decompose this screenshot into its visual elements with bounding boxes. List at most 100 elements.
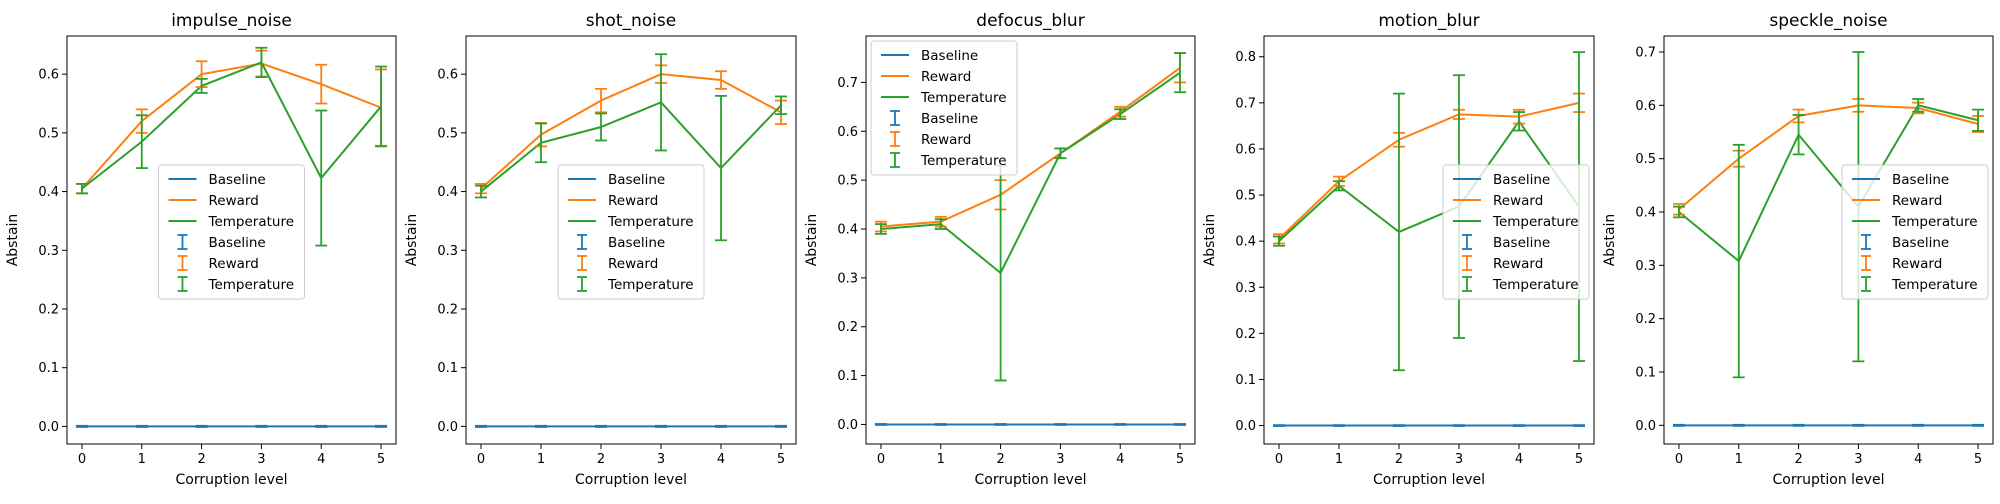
x-tick-label: 0 — [78, 452, 86, 467]
x-tick-label: 5 — [377, 452, 385, 467]
legend-label: Reward — [1493, 256, 1543, 272]
y-tick-label: 0.5 — [837, 174, 858, 189]
legend-box — [557, 164, 705, 300]
series-line-temperature — [1278, 119, 1580, 242]
y-tick-label: 0.1 — [1635, 366, 1656, 381]
legend-label: Baseline — [209, 172, 266, 188]
y-tick-label: 0.3 — [1235, 281, 1256, 296]
x-tick-label: 3 — [1056, 452, 1064, 467]
x-axis-label: Corruption level — [1373, 472, 1485, 488]
y-tick-label: 0.0 — [437, 420, 458, 435]
x-tick-label: 5 — [1575, 452, 1583, 467]
legend-label: Reward — [921, 69, 971, 85]
x-tick-label: 0 — [1275, 452, 1283, 467]
y-tick-label: 0.1 — [1235, 373, 1256, 388]
y-tick-label: 0.5 — [437, 126, 458, 141]
x-tick-label: 3 — [657, 452, 665, 467]
series-line-temperature — [880, 71, 1181, 275]
y-tick-label: 0.3 — [38, 244, 59, 259]
x-tick-label: 5 — [1176, 452, 1184, 467]
y-tick-label: 0.7 — [1235, 96, 1256, 111]
legend-label: Baseline — [608, 172, 665, 188]
legend-box — [870, 40, 1018, 176]
x-tick-label: 2 — [1794, 452, 1802, 467]
y-tick-label: 0.4 — [1235, 235, 1256, 250]
axes-frame — [1663, 35, 1994, 445]
y-tick-label: 0.3 — [437, 244, 458, 259]
legend-label: Reward — [209, 193, 259, 209]
series-line-temperature — [480, 101, 782, 193]
legend-label: Temperature — [920, 90, 1007, 106]
y-tick-label: 0.6 — [437, 68, 458, 83]
x-tick-label: 0 — [1675, 452, 1683, 467]
legend-label: Baseline — [209, 235, 266, 251]
legend-label: Baseline — [608, 235, 665, 251]
y-tick-label: 0.7 — [837, 76, 858, 91]
x-tick-label: 1 — [1735, 452, 1743, 467]
subplot-title: defocus_blur — [976, 11, 1084, 31]
legend: Baseline Reward Temperature Baseline Reward T… — [870, 40, 1018, 176]
x-tick-label: 0 — [477, 452, 485, 467]
y-axis-label: Abstain — [404, 214, 420, 267]
x-tick-label: 4 — [1515, 452, 1523, 467]
y-axis-label: Abstain — [804, 214, 820, 267]
y-tick-label: 0.3 — [837, 271, 858, 286]
legend-label: Temperature — [607, 277, 694, 293]
legend-label: Reward — [921, 132, 971, 148]
legend-label: Temperature — [1891, 214, 1978, 230]
y-tick-label: 0.4 — [837, 223, 858, 238]
y-tick-label: 0.2 — [437, 302, 458, 317]
subplot-defocus_blur: defocus_blur 0 1 2 3 4 5 0.0 0.1 0.2 0.3 0.4 0.5 0.6 0… — [804, 11, 1196, 488]
y-tick-label: 0.4 — [38, 185, 59, 200]
legend: Baseline Reward Temperature Baseline Reward T… — [158, 164, 305, 300]
legend-label: Reward — [608, 256, 658, 272]
legend-label: Temperature — [208, 277, 295, 293]
y-tick-label: 0.0 — [1635, 419, 1656, 434]
y-tick-label: 0.3 — [1635, 259, 1656, 274]
y-tick-label: 0.6 — [1235, 142, 1256, 157]
axes-frame — [865, 35, 1196, 445]
legend-label: Reward — [209, 256, 259, 272]
y-tick-label: 0.8 — [1235, 50, 1256, 65]
legend: Baseline Reward Temperature Baseline Reward T… — [557, 164, 705, 300]
y-tick-label: 0.2 — [837, 320, 858, 335]
x-tick-label: 4 — [1914, 452, 1922, 467]
y-tick-label: 0.5 — [38, 126, 59, 141]
x-tick-label: 3 — [257, 452, 265, 467]
axes-frame — [465, 35, 797, 445]
x-axis-label: Corruption level — [176, 472, 288, 488]
y-tick-label: 0.6 — [837, 125, 858, 140]
y-tick-label: 0.7 — [1635, 46, 1656, 61]
y-axis-label: Abstain — [1602, 214, 1618, 267]
subplot-impulse_noise: impulse_noise 0 1 2 3 4 5 0.0 0.1 0.2 0.3 0.4 0.5 0.6… — [5, 11, 397, 488]
series-line-temperature — [81, 61, 382, 190]
legend-label: Baseline — [1892, 235, 1949, 251]
legend: Baseline Reward Temperature Baseline Reward T… — [1841, 164, 1989, 300]
y-tick-label: 0.1 — [837, 369, 858, 384]
axes-frame — [1263, 35, 1595, 445]
legend: Baseline Reward Temperature Baseline Reward T… — [1442, 164, 1590, 300]
x-tick-label: 2 — [597, 452, 605, 467]
legend-label: Baseline — [1493, 235, 1550, 251]
x-tick-label: 1 — [138, 452, 146, 467]
series-line-reward — [480, 73, 782, 190]
x-tick-label: 2 — [197, 452, 205, 467]
legend-label: Temperature — [1891, 277, 1978, 293]
y-tick-label: 0.6 — [38, 68, 59, 83]
subplot-title: speckle_noise — [1769, 11, 1887, 31]
axes-frame — [66, 35, 397, 445]
subplot-motion_blur: motion_blur 0 1 2 3 4 5 0.0 0.1 0.2 0.3 0.4 0.5 0.6 0.… — [1202, 11, 1595, 488]
legend-label: Reward — [608, 193, 658, 209]
legend-label: Baseline — [921, 48, 978, 64]
legend-box — [1841, 164, 1989, 300]
y-tick-label: 0.2 — [38, 302, 59, 317]
series-line-reward — [880, 66, 1181, 228]
x-tick-label: 5 — [777, 452, 785, 467]
x-tick-label: 3 — [1854, 452, 1862, 467]
x-tick-label: 2 — [1395, 452, 1403, 467]
y-tick-label: 0.5 — [1635, 152, 1656, 167]
series-line-reward — [1678, 104, 1979, 211]
y-tick-label: 0.6 — [1635, 99, 1656, 114]
y-tick-label: 0.4 — [437, 185, 458, 200]
